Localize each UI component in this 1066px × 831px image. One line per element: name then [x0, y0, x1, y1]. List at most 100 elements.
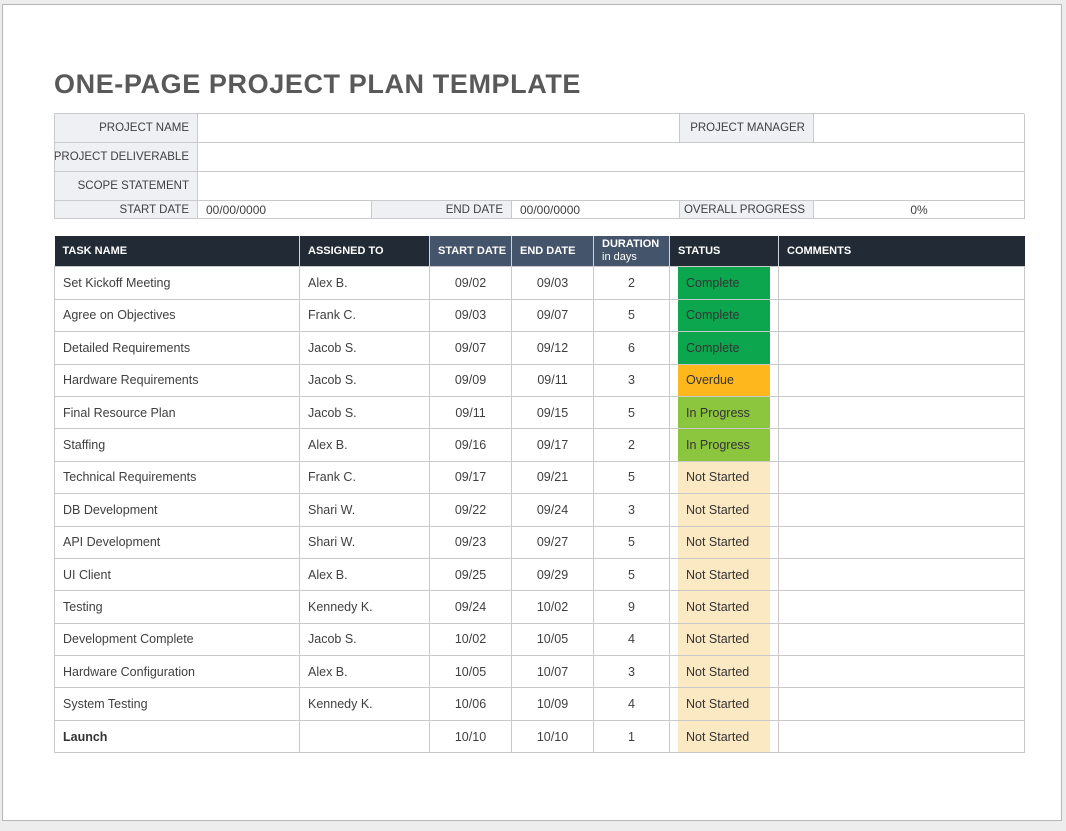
- start-date-cell[interactable]: 09/09: [429, 363, 512, 397]
- duration-cell[interactable]: 3: [593, 655, 670, 689]
- assigned-to-cell[interactable]: Alex B.: [299, 557, 430, 592]
- end-date-cell[interactable]: 09/11: [511, 363, 594, 397]
- end-date-cell[interactable]: 09/17: [511, 428, 594, 462]
- end-date-cell[interactable]: 09/12: [511, 331, 594, 365]
- start-date-cell[interactable]: 09/22: [429, 493, 512, 527]
- task-name-cell[interactable]: Set Kickoff Meeting: [54, 266, 300, 300]
- status-cell[interactable]: Not Started: [669, 557, 779, 592]
- task-name-cell[interactable]: Agree on Objectives: [54, 298, 300, 333]
- assigned-to-cell[interactable]: Shari W.: [299, 493, 430, 527]
- assigned-to-cell[interactable]: Jacob S.: [299, 395, 430, 430]
- start-date-cell[interactable]: 09/17: [429, 460, 512, 495]
- duration-cell[interactable]: 3: [593, 363, 670, 397]
- assigned-to-cell[interactable]: Shari W.: [299, 525, 430, 559]
- status-cell[interactable]: Not Started: [669, 525, 779, 559]
- status-cell[interactable]: Not Started: [669, 460, 779, 495]
- status-cell[interactable]: Not Started: [669, 687, 779, 721]
- task-name-cell[interactable]: Hardware Requirements: [54, 363, 300, 397]
- assigned-to-cell[interactable]: Alex B.: [299, 655, 430, 689]
- end-date-cell[interactable]: 09/03: [511, 266, 594, 300]
- project-manager-field[interactable]: [814, 114, 1025, 143]
- comments-cell[interactable]: [778, 395, 1025, 430]
- end-date-cell[interactable]: 09/15: [511, 395, 594, 430]
- comments-cell[interactable]: [778, 460, 1025, 495]
- comments-cell[interactable]: [778, 687, 1025, 721]
- end-date-cell[interactable]: 09/29: [511, 557, 594, 592]
- duration-cell[interactable]: 4: [593, 687, 670, 721]
- start-date-cell[interactable]: 09/25: [429, 557, 512, 592]
- duration-cell[interactable]: 5: [593, 460, 670, 495]
- task-name-cell[interactable]: Launch: [54, 719, 300, 754]
- comments-cell[interactable]: [778, 557, 1025, 592]
- start-date-cell[interactable]: 09/23: [429, 525, 512, 559]
- comments-cell[interactable]: [778, 590, 1025, 624]
- duration-cell[interactable]: 5: [593, 557, 670, 592]
- comments-cell[interactable]: [778, 622, 1025, 657]
- status-cell[interactable]: Complete: [669, 298, 779, 333]
- assigned-to-cell[interactable]: Alex B.: [299, 266, 430, 300]
- task-name-cell[interactable]: Development Complete: [54, 622, 300, 657]
- task-name-cell[interactable]: UI Client: [54, 557, 300, 592]
- comments-cell[interactable]: [778, 266, 1025, 300]
- duration-cell[interactable]: 5: [593, 395, 670, 430]
- end-date-cell[interactable]: 10/10: [511, 719, 594, 754]
- status-cell[interactable]: Complete: [669, 331, 779, 365]
- assigned-to-cell[interactable]: Kennedy K.: [299, 590, 430, 624]
- task-name-cell[interactable]: DB Development: [54, 493, 300, 527]
- end-date-cell[interactable]: 10/05: [511, 622, 594, 657]
- status-cell[interactable]: Not Started: [669, 590, 779, 624]
- end-date-cell[interactable]: 10/02: [511, 590, 594, 624]
- task-name-cell[interactable]: System Testing: [54, 687, 300, 721]
- assigned-to-cell[interactable]: Frank C.: [299, 298, 430, 333]
- status-cell[interactable]: Overdue: [669, 363, 779, 397]
- assigned-to-cell[interactable]: [299, 719, 430, 754]
- start-date-cell[interactable]: 10/05: [429, 655, 512, 689]
- duration-cell[interactable]: 2: [593, 266, 670, 300]
- status-cell[interactable]: In Progress: [669, 428, 779, 462]
- duration-cell[interactable]: 3: [593, 493, 670, 527]
- assigned-to-cell[interactable]: Jacob S.: [299, 363, 430, 397]
- end-date-cell[interactable]: 09/07: [511, 298, 594, 333]
- task-name-cell[interactable]: Detailed Requirements: [54, 331, 300, 365]
- start-date-cell[interactable]: 09/02: [429, 266, 512, 300]
- start-date-cell[interactable]: 10/02: [429, 622, 512, 657]
- assigned-to-cell[interactable]: Jacob S.: [299, 331, 430, 365]
- status-cell[interactable]: Complete: [669, 266, 779, 300]
- assigned-to-cell[interactable]: Jacob S.: [299, 622, 430, 657]
- task-name-cell[interactable]: API Development: [54, 525, 300, 559]
- status-cell[interactable]: Not Started: [669, 493, 779, 527]
- duration-cell[interactable]: 4: [593, 622, 670, 657]
- task-name-cell[interactable]: Testing: [54, 590, 300, 624]
- start-date-cell[interactable]: 10/06: [429, 687, 512, 721]
- assigned-to-cell[interactable]: Kennedy K.: [299, 687, 430, 721]
- status-cell[interactable]: Not Started: [669, 719, 779, 754]
- task-name-cell[interactable]: Staffing: [54, 428, 300, 462]
- duration-cell[interactable]: 1: [593, 719, 670, 754]
- assigned-to-cell[interactable]: Frank C.: [299, 460, 430, 495]
- status-cell[interactable]: Not Started: [669, 622, 779, 657]
- start-date-cell[interactable]: 09/16: [429, 428, 512, 462]
- start-date-cell[interactable]: 10/10: [429, 719, 512, 754]
- comments-cell[interactable]: [778, 655, 1025, 689]
- end-date-cell[interactable]: 09/24: [511, 493, 594, 527]
- end-date-cell[interactable]: 09/21: [511, 460, 594, 495]
- start-date-cell[interactable]: 09/03: [429, 298, 512, 333]
- end-date-field[interactable]: 00/00/0000: [512, 201, 680, 219]
- start-date-cell[interactable]: 09/24: [429, 590, 512, 624]
- end-date-cell[interactable]: 09/27: [511, 525, 594, 559]
- scope-statement-field[interactable]: [198, 172, 1025, 201]
- duration-cell[interactable]: 5: [593, 525, 670, 559]
- status-cell[interactable]: Not Started: [669, 655, 779, 689]
- start-date-cell[interactable]: 09/11: [429, 395, 512, 430]
- comments-cell[interactable]: [778, 719, 1025, 754]
- comments-cell[interactable]: [778, 493, 1025, 527]
- assigned-to-cell[interactable]: Alex B.: [299, 428, 430, 462]
- task-name-cell[interactable]: Final Resource Plan: [54, 395, 300, 430]
- end-date-cell[interactable]: 10/09: [511, 687, 594, 721]
- status-cell[interactable]: In Progress: [669, 395, 779, 430]
- comments-cell[interactable]: [778, 298, 1025, 333]
- comments-cell[interactable]: [778, 428, 1025, 462]
- comments-cell[interactable]: [778, 331, 1025, 365]
- comments-cell[interactable]: [778, 525, 1025, 559]
- task-name-cell[interactable]: Technical Requirements: [54, 460, 300, 495]
